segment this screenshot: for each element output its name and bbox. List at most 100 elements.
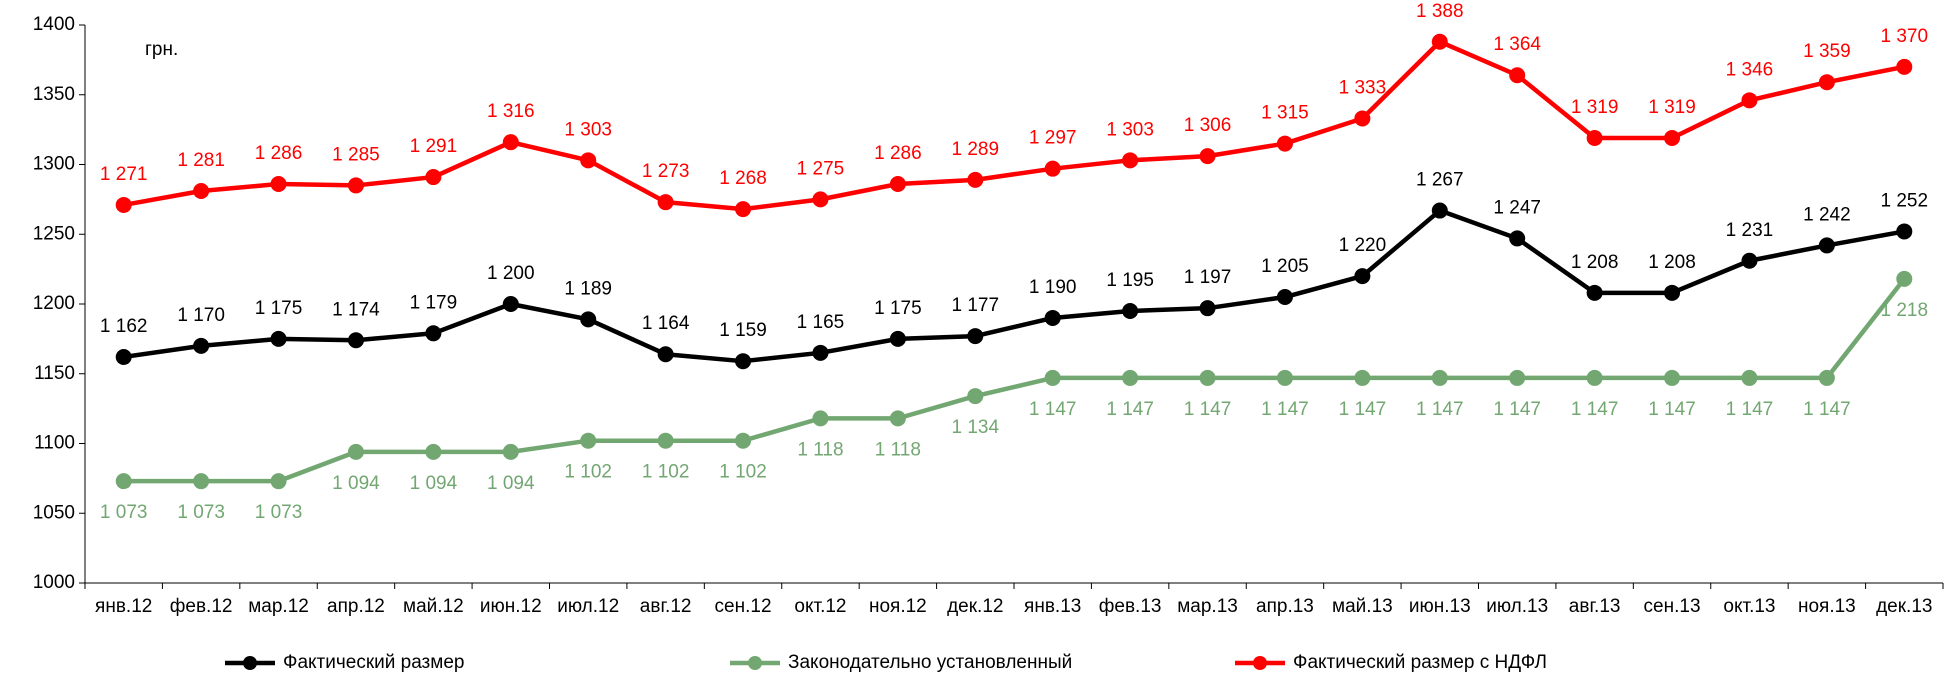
data-point <box>425 169 442 186</box>
y-tick-label: 1350 <box>33 84 75 105</box>
data-point <box>270 330 287 347</box>
data-point <box>1199 148 1216 165</box>
data-point <box>425 325 442 342</box>
data-label: 1 073 <box>255 502 303 523</box>
data-label: 1 319 <box>1648 97 1696 118</box>
data-point <box>1586 129 1603 146</box>
data-label: 1 073 <box>100 502 148 523</box>
data-point <box>1122 302 1139 319</box>
data-point <box>1664 369 1681 386</box>
data-label: 1 319 <box>1571 97 1619 118</box>
y-tick-label: 1250 <box>33 223 75 244</box>
legend-marker <box>748 656 762 670</box>
data-point <box>115 196 132 213</box>
data-point <box>1509 67 1526 84</box>
data-label: 1 102 <box>564 462 612 483</box>
data-point <box>1044 309 1061 326</box>
data-point <box>1896 223 1913 240</box>
legend-marker <box>1253 656 1267 670</box>
data-point <box>1431 33 1448 50</box>
data-point <box>347 177 364 194</box>
data-label: 1 271 <box>100 164 148 185</box>
data-label: 1 162 <box>100 316 148 337</box>
data-point <box>735 432 752 449</box>
data-label: 1 102 <box>642 462 690 483</box>
x-tick-label: май.13 <box>1332 596 1393 617</box>
data-label: 1 247 <box>1493 197 1541 218</box>
data-label: 1 289 <box>952 139 1000 160</box>
data-point <box>115 349 132 366</box>
y-tick-label: 1150 <box>34 363 75 384</box>
data-point <box>1818 369 1835 386</box>
data-label: 1 175 <box>255 298 303 319</box>
x-tick-label: сен.13 <box>1644 596 1701 617</box>
data-point <box>502 296 519 312</box>
data-point <box>193 473 210 490</box>
x-tick-label: июл.13 <box>1486 596 1548 617</box>
y-tick-label: 1100 <box>34 433 75 454</box>
data-point <box>580 152 597 169</box>
data-label: 1 364 <box>1493 34 1541 55</box>
x-tick-label: ноя.12 <box>869 596 927 617</box>
data-label: 1 118 <box>797 439 843 460</box>
data-point <box>1276 135 1293 152</box>
x-tick-label: дек.13 <box>1876 596 1932 617</box>
data-label: 1 170 <box>177 305 225 326</box>
data-point <box>1818 74 1835 91</box>
data-point <box>1741 252 1758 269</box>
data-point <box>1896 270 1913 287</box>
data-label: 1 286 <box>874 143 922 164</box>
data-point <box>502 134 519 151</box>
data-point <box>657 194 674 211</box>
data-label: 1 268 <box>719 168 767 189</box>
data-label: 1 118 <box>875 439 921 460</box>
x-tick-label: фев.12 <box>170 596 233 617</box>
x-tick-label: апр.12 <box>327 596 385 617</box>
data-label: 1 102 <box>719 462 767 483</box>
series-line <box>123 277 1907 484</box>
data-label: 1 297 <box>1029 128 1077 149</box>
data-label: 1 316 <box>487 101 535 122</box>
data-label: 1 267 <box>1416 170 1464 191</box>
data-point <box>657 432 674 449</box>
x-tick-label: авг.12 <box>640 596 692 617</box>
data-label: 1 134 <box>952 417 1000 438</box>
data-point <box>1741 92 1758 109</box>
data-point <box>1199 300 1216 317</box>
data-label: 1 189 <box>564 278 612 299</box>
data-point <box>967 328 984 345</box>
data-label: 1 315 <box>1261 103 1309 124</box>
data-point <box>1354 268 1371 285</box>
data-label: 1 231 <box>1726 220 1774 241</box>
data-label: 1 179 <box>410 292 458 313</box>
x-tick-label: сен.12 <box>715 596 772 617</box>
data-label: 1 333 <box>1339 77 1387 98</box>
data-point <box>193 337 210 354</box>
data-label: 1 177 <box>952 295 1000 316</box>
x-tick-label: июн.13 <box>1409 596 1471 617</box>
data-label: 1 094 <box>487 473 535 494</box>
legend-label: Законодательно установленный <box>788 652 1072 673</box>
x-tick-label: окт.12 <box>794 596 846 617</box>
data-label: 1 147 <box>1648 399 1696 420</box>
data-label: 1 275 <box>797 158 845 179</box>
x-tick-label: мар.13 <box>1177 596 1238 617</box>
data-label: 1 190 <box>1029 277 1077 298</box>
data-point <box>347 332 364 349</box>
legend-label: Фактический размер <box>283 652 464 673</box>
data-label: 1 285 <box>332 144 380 165</box>
series-line <box>123 208 1905 364</box>
data-label: 1 252 <box>1881 190 1929 211</box>
x-tick-label: июл.12 <box>557 596 619 617</box>
data-point <box>812 410 829 427</box>
data-point <box>1586 284 1603 301</box>
data-point <box>812 191 829 208</box>
x-tick-label: май.12 <box>403 596 464 617</box>
data-point <box>1664 129 1681 146</box>
data-point <box>1818 237 1835 254</box>
data-label: 1 164 <box>642 313 690 334</box>
data-point <box>657 346 674 363</box>
data-label: 1 200 <box>487 263 535 284</box>
data-point <box>1354 110 1371 127</box>
data-label: 1 291 <box>410 136 458 157</box>
